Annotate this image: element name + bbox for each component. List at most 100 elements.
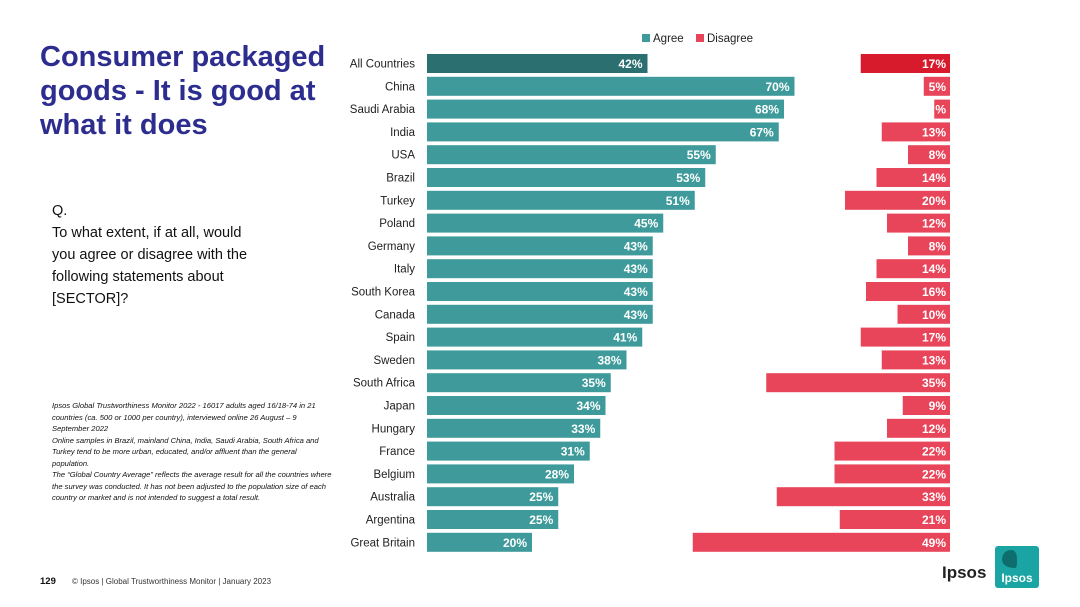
disagree-value-label: 12% bbox=[922, 422, 946, 436]
agree-value-label: 53% bbox=[676, 171, 700, 185]
legend-swatch-disagree bbox=[696, 34, 704, 42]
disagree-bar-turkey bbox=[845, 190, 950, 210]
footer-text: © Ipsos | Global Trustworthiness Monitor… bbox=[72, 577, 272, 586]
question-line: To what extent, if at all, would bbox=[52, 225, 242, 241]
disagree-bar-spain bbox=[860, 327, 950, 347]
question-line: you agree or disagree with the bbox=[52, 247, 248, 263]
disagree-bar-argentina bbox=[839, 510, 950, 529]
agree-bar-canada bbox=[427, 304, 653, 324]
page-number: 129 bbox=[40, 576, 56, 587]
disagree-bar-poland bbox=[887, 213, 950, 233]
disagree-value-label: 17% bbox=[922, 331, 946, 345]
disagree-bar-sweden bbox=[881, 350, 950, 370]
agree-value-label: 33% bbox=[571, 422, 595, 436]
agree-value-label: 38% bbox=[597, 353, 621, 367]
agree-value-label: 45% bbox=[634, 217, 658, 231]
agree-bar-italy bbox=[427, 259, 653, 279]
agree-value-label: 35% bbox=[582, 376, 606, 390]
disagree-value-label: 13% bbox=[922, 353, 946, 367]
source-note-line: The “Global Country Average” reflects th… bbox=[52, 470, 332, 502]
agree-bar-sweden bbox=[427, 350, 627, 370]
category-label-australia: Australia bbox=[370, 492, 415, 504]
agree-bar-germany bbox=[427, 236, 653, 256]
legend-label-agree: Agree bbox=[653, 33, 684, 45]
agree-value-label: 51% bbox=[666, 194, 690, 208]
disagree-bar-great-britain bbox=[692, 532, 950, 552]
question-line: [SECTOR]? bbox=[52, 291, 129, 307]
source-note: Ipsos Global Trustworthiness Monitor 202… bbox=[52, 400, 332, 504]
disagree-value-label: 14% bbox=[922, 262, 946, 276]
category-label-france: France bbox=[379, 446, 415, 458]
disagree-value-label: % bbox=[935, 103, 946, 117]
agree-value-label: 28% bbox=[545, 467, 569, 481]
disagree-bar-japan bbox=[902, 396, 950, 415]
disagree-bar-germany bbox=[908, 236, 950, 256]
category-label-belgium: Belgium bbox=[373, 469, 415, 481]
agree-bar-brazil bbox=[427, 168, 706, 187]
disagree-bar-hungary bbox=[887, 418, 950, 438]
agree-value-label: 43% bbox=[624, 308, 648, 322]
disagree-value-label: 17% bbox=[922, 57, 946, 71]
disagree-bar-india bbox=[881, 122, 950, 142]
agree-value-label: 20% bbox=[503, 536, 527, 550]
disagree-value-label: 8% bbox=[929, 239, 947, 253]
survey-question: Q. To what extent, if at all, would you … bbox=[52, 200, 292, 310]
chart-legend: Agree Disagree bbox=[642, 33, 753, 45]
agree-value-label: 41% bbox=[613, 331, 637, 345]
agree-bar-great-britain bbox=[427, 532, 532, 552]
disagree-bar-belgium bbox=[834, 464, 950, 484]
agree-bar-australia bbox=[427, 487, 559, 507]
category-label-sweden: Sweden bbox=[373, 355, 415, 367]
disagree-bar-france bbox=[834, 441, 950, 461]
category-label-italy: Italy bbox=[394, 264, 415, 276]
disagree-value-label: 49% bbox=[922, 536, 946, 550]
agree-bar-turkey bbox=[427, 190, 695, 210]
disagree-bar-south-korea bbox=[866, 282, 950, 301]
legend-swatch-agree bbox=[642, 34, 650, 42]
disagree-value-label: 14% bbox=[922, 171, 946, 185]
source-note-line: Online samples in Brazil, mainland China… bbox=[52, 435, 319, 468]
agree-value-label: 68% bbox=[755, 103, 779, 117]
chart-bars: All Countries 42% 17% China 70% 5% Saudi Arabi… bbox=[350, 54, 950, 552]
disagree-value-label: 21% bbox=[922, 513, 946, 527]
agree-value-label: 70% bbox=[765, 80, 789, 94]
agree-bar-france bbox=[427, 441, 590, 461]
disagree-value-label: 35% bbox=[922, 376, 946, 390]
category-label-saudi-arabia: Saudi Arabia bbox=[350, 104, 416, 116]
legend-label-disagree: Disagree bbox=[707, 33, 753, 45]
disagree-value-label: 10% bbox=[922, 308, 946, 322]
agree-bar-japan bbox=[427, 396, 606, 415]
agree-bar-saudi-arabia bbox=[427, 99, 784, 119]
disagree-bar-all-countries bbox=[860, 54, 950, 73]
ipsos-logo-icon: Ipsos bbox=[995, 546, 1039, 588]
source-note-line: Ipsos Global Trustworthiness Monitor 202… bbox=[52, 401, 316, 433]
category-label-brazil: Brazil bbox=[386, 173, 415, 185]
agree-bar-poland bbox=[427, 213, 664, 233]
category-label-south-africa: South Africa bbox=[353, 378, 416, 390]
agree-bar-usa bbox=[427, 145, 716, 165]
category-label-canada: Canada bbox=[375, 309, 416, 321]
category-label-poland: Poland bbox=[379, 218, 415, 230]
category-label-turkey: Turkey bbox=[380, 195, 415, 207]
disagree-value-label: 20% bbox=[922, 194, 946, 208]
category-label-argentina: Argentina bbox=[366, 515, 416, 527]
category-label-germany: Germany bbox=[368, 241, 416, 253]
brand-wordmark: Ipsos bbox=[942, 563, 987, 582]
agree-bar-belgium bbox=[427, 464, 574, 484]
disagree-bar-brazil bbox=[876, 168, 950, 187]
agree-value-label: 43% bbox=[624, 285, 648, 299]
agree-bar-hungary bbox=[427, 418, 601, 438]
agree-value-label: 43% bbox=[624, 239, 648, 253]
agree-value-label: 42% bbox=[618, 57, 642, 71]
disagree-value-label: 5% bbox=[929, 80, 947, 94]
disagree-bar-saudi-arabia bbox=[934, 99, 950, 119]
agree-bar-south-korea bbox=[427, 282, 653, 301]
agree-value-label: 25% bbox=[529, 513, 553, 527]
disagree-bar-canada bbox=[897, 304, 950, 324]
category-label-china: China bbox=[385, 81, 416, 93]
disagree-value-label: 13% bbox=[922, 125, 946, 139]
category-label-usa: USA bbox=[391, 150, 415, 162]
disagree-value-label: 8% bbox=[929, 148, 947, 162]
agree-value-label: 31% bbox=[561, 445, 585, 459]
